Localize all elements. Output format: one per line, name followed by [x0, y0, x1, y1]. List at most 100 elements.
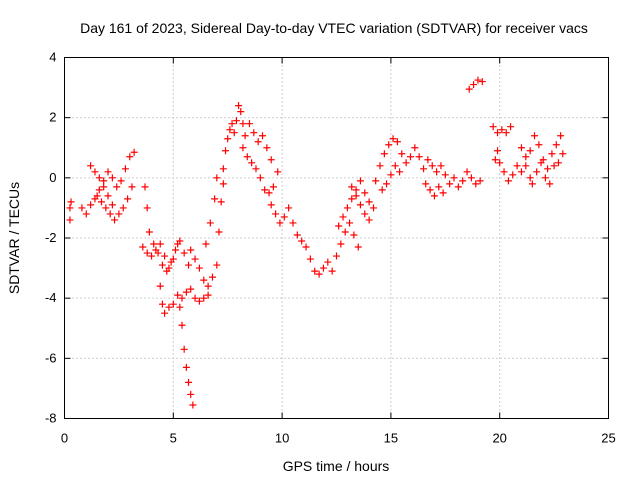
data-point [546, 180, 554, 188]
data-point [117, 177, 125, 185]
data-point [97, 198, 105, 206]
data-point [189, 401, 197, 409]
data-point [228, 120, 236, 128]
data-point [531, 132, 539, 140]
data-point [339, 213, 347, 221]
data-point [333, 252, 340, 260]
data-point [526, 174, 534, 182]
data-point [470, 81, 478, 89]
data-point [176, 303, 184, 311]
data-point [78, 204, 86, 212]
data-point [208, 273, 216, 281]
data-point [222, 147, 230, 155]
data-point [272, 210, 280, 218]
data-point [111, 216, 119, 224]
data-point [239, 144, 247, 152]
data-point [165, 264, 173, 272]
grid-lines [64, 57, 609, 419]
data-point [507, 123, 515, 131]
data-point [156, 240, 164, 248]
data-point [254, 138, 262, 146]
data-point [465, 85, 473, 93]
data-point [398, 150, 406, 158]
data-point [130, 148, 138, 156]
data-point [141, 183, 149, 191]
data-point [185, 261, 193, 269]
data-point [180, 345, 188, 353]
data-point [95, 174, 103, 182]
data-point [211, 195, 219, 203]
data-point [126, 153, 134, 161]
data-point [121, 165, 129, 173]
data-point [365, 198, 373, 206]
data-point [202, 240, 210, 248]
data-point [361, 210, 369, 218]
data-point [454, 183, 462, 191]
data-point [502, 129, 510, 137]
y-tick-label: -4 [45, 290, 57, 305]
data-point [343, 204, 351, 212]
data-point [213, 261, 221, 269]
data-point [267, 201, 275, 209]
data-point [354, 243, 362, 251]
data-point [182, 288, 190, 296]
data-point [446, 180, 454, 188]
data-point [552, 141, 560, 149]
data-point [383, 180, 391, 188]
data-point [559, 150, 567, 158]
data-point [66, 216, 74, 224]
data-point [467, 174, 475, 182]
data-point [430, 192, 438, 200]
data-point [298, 237, 306, 245]
data-point [174, 291, 182, 299]
data-point [245, 120, 253, 128]
x-tick-label: 0 [61, 431, 68, 446]
data-point [380, 150, 388, 158]
data-point [235, 102, 243, 110]
data-point [376, 162, 384, 170]
data-point [396, 168, 404, 176]
data-point [230, 129, 238, 137]
data-point [476, 177, 484, 185]
data-point [517, 168, 525, 176]
data-point [232, 117, 240, 125]
data-point [274, 168, 282, 176]
data-point [91, 168, 99, 176]
axis-ticks: 0 5 10 15 20 25 -8 -6 -4 -2 0 2 4 [45, 50, 616, 446]
data-point [341, 228, 349, 236]
data-point [369, 204, 377, 212]
data-point [459, 177, 467, 185]
data-point [474, 76, 482, 84]
data-point [241, 132, 249, 140]
data-point [104, 168, 112, 176]
data-point [496, 159, 504, 167]
data-point [346, 219, 354, 227]
y-tick-label: 2 [49, 110, 56, 125]
data-point [108, 201, 116, 209]
data-point [226, 126, 234, 134]
data-point [161, 309, 169, 317]
data-point [389, 135, 397, 143]
data-point [285, 204, 293, 212]
data-point [437, 162, 445, 170]
data-point [104, 192, 112, 200]
data-point [102, 204, 110, 212]
data-point [150, 240, 158, 248]
data-point [352, 186, 360, 194]
x-tick-label: 15 [384, 431, 398, 446]
data-point [224, 135, 232, 143]
data-point [356, 201, 364, 209]
data-point [156, 282, 164, 290]
data-point [82, 210, 90, 218]
data-point [87, 162, 95, 170]
plot-frame [64, 57, 609, 419]
data-point [265, 189, 273, 197]
data-point [243, 153, 251, 161]
data-point [348, 195, 356, 203]
data-point [337, 240, 345, 248]
data-point [95, 186, 103, 194]
data-points [66, 76, 567, 409]
data-point [259, 132, 267, 140]
data-point [319, 264, 327, 272]
data-point [169, 255, 177, 263]
